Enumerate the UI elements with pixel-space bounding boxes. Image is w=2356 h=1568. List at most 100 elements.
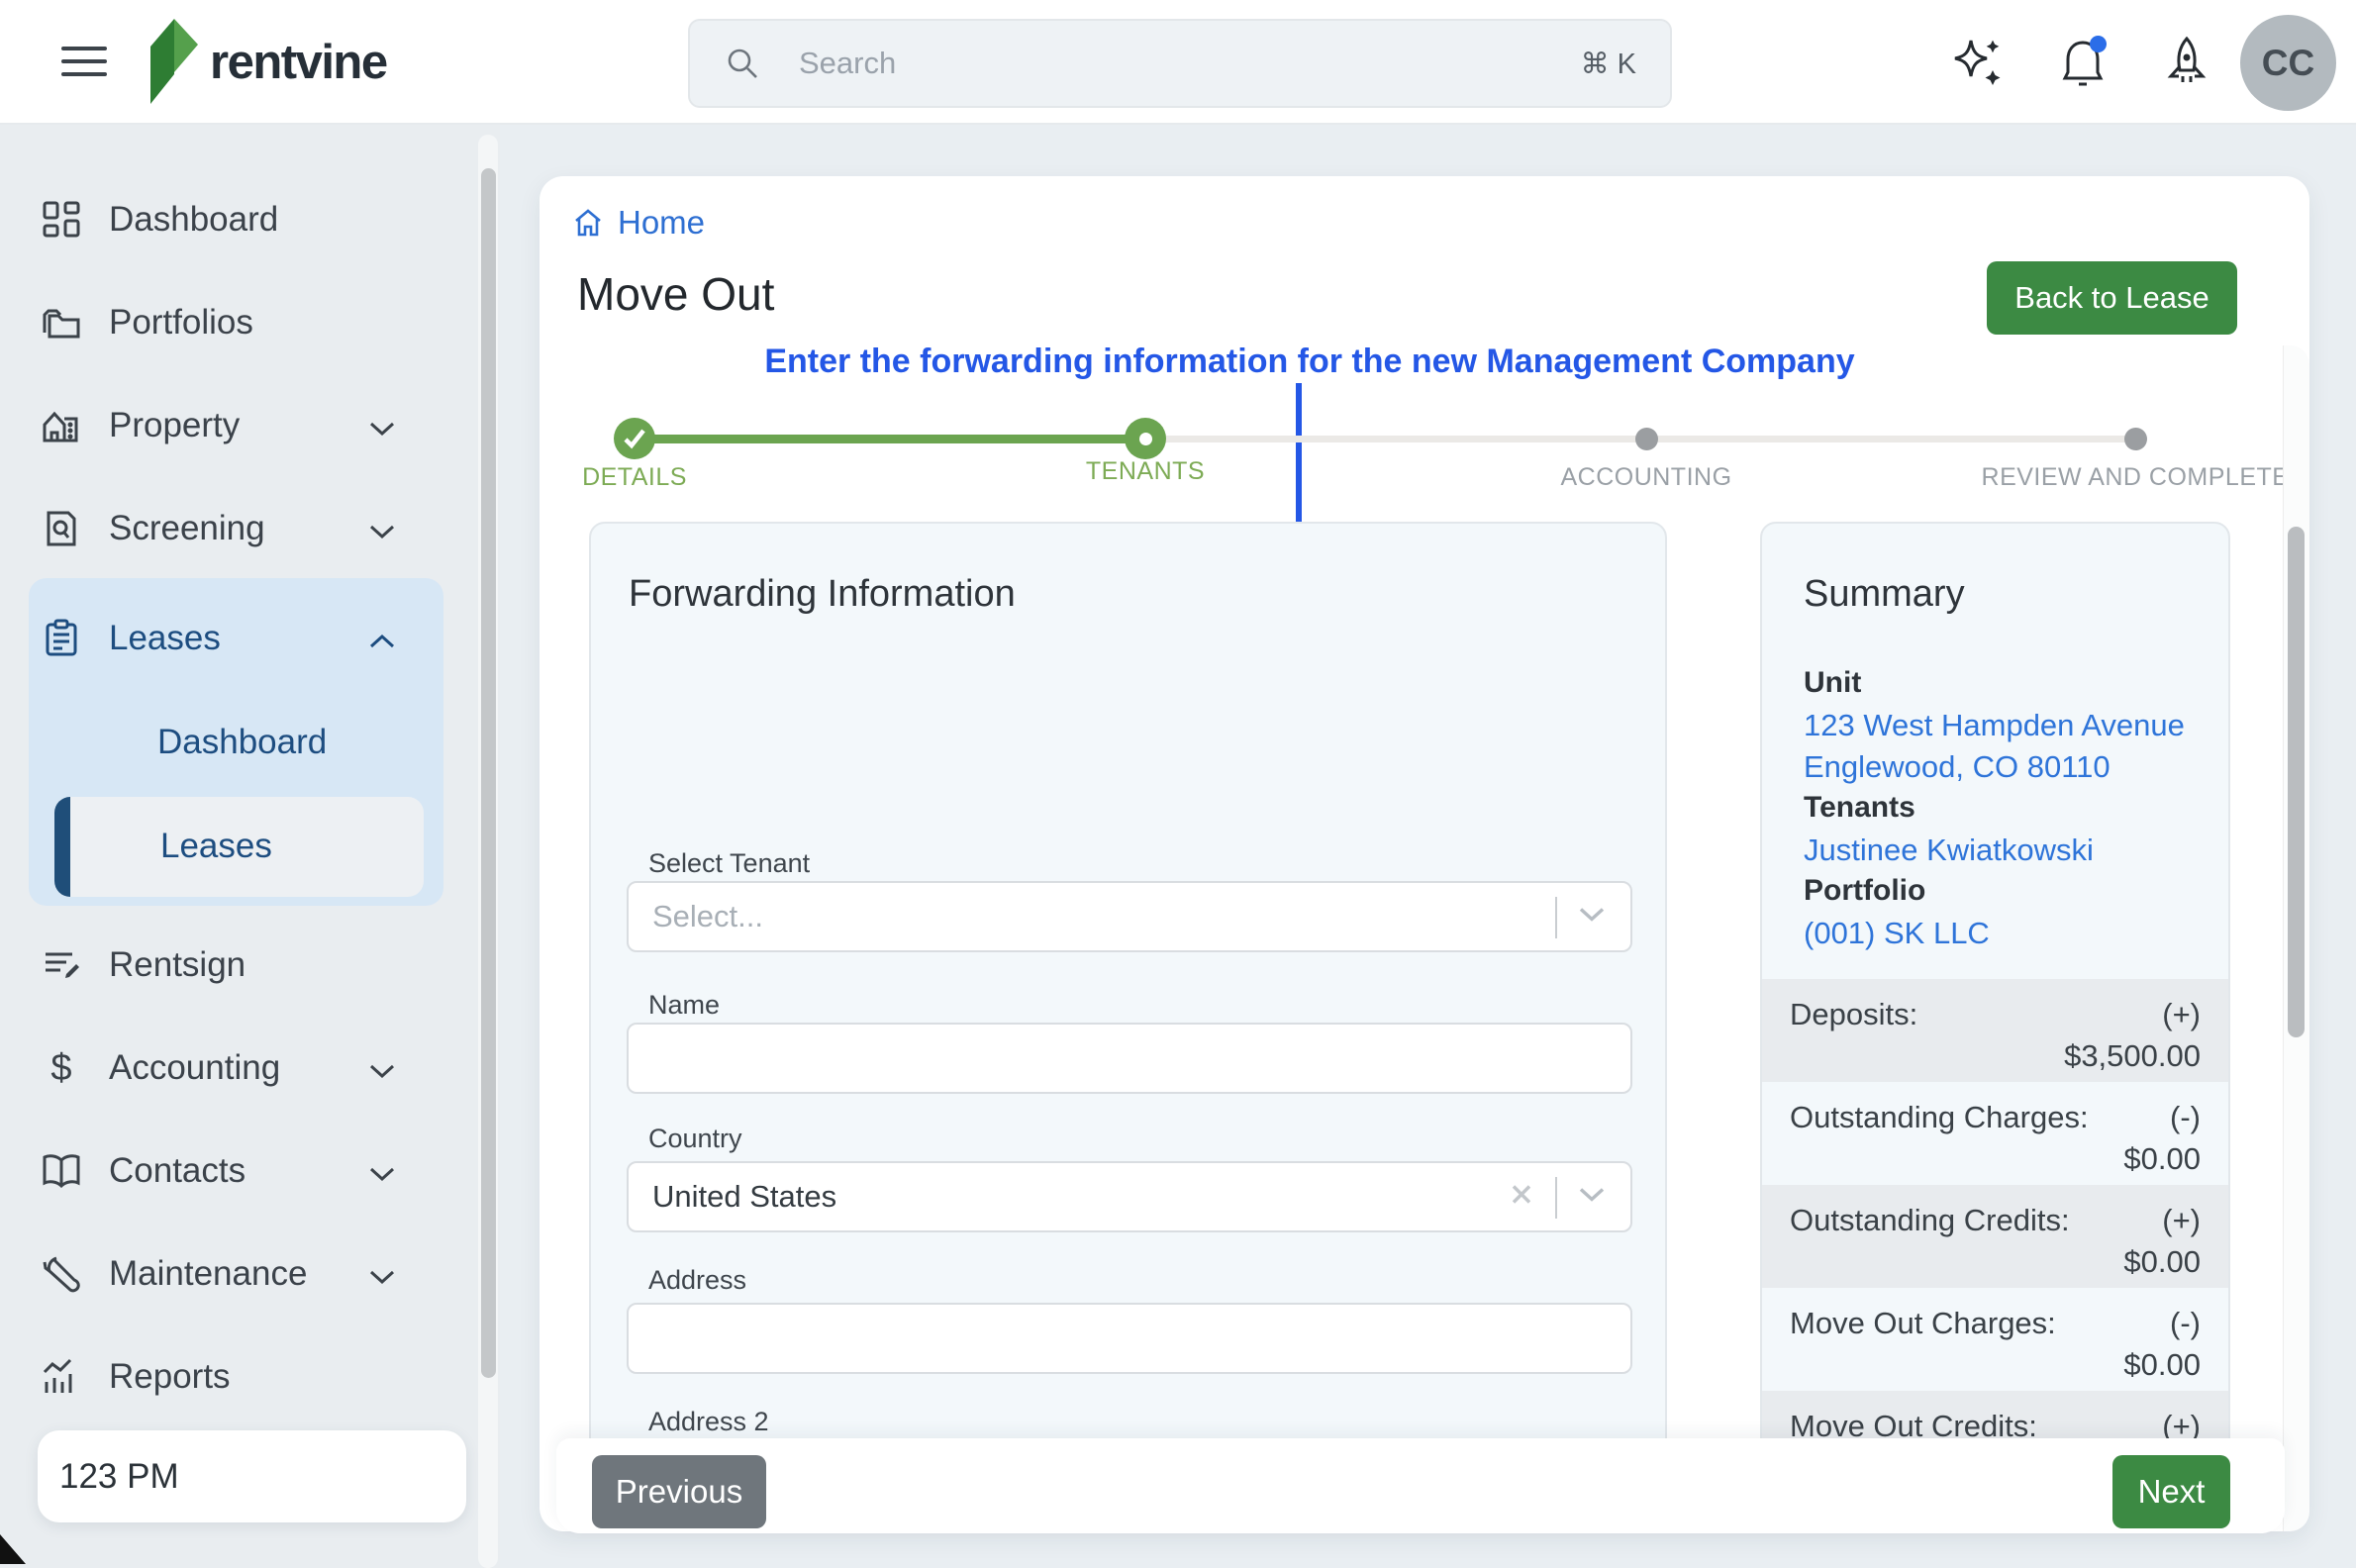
unit-address-link[interactable]: 123 West Hampden Avenue [1804,708,2185,742]
folder-icon [40,301,83,344]
breadcrumb[interactable]: Home [572,204,705,242]
address-label: Address [648,1265,747,1295]
avatar-initials: CC [2261,42,2315,83]
select-tenant-placeholder: Select... [652,899,763,933]
row-label: Deposits: [1790,997,1918,1031]
chevron-down-icon [368,1254,396,1294]
step-accounting-dot[interactable] [1635,428,1658,450]
step-tenants-circle[interactable] [1125,418,1166,459]
dropdown-divider [1555,897,1557,938]
sidebar-item-label: Maintenance [109,1254,308,1293]
row-label: Outstanding Charges: [1790,1100,2089,1134]
ai-sparkles-icon[interactable] [1949,33,2009,92]
search-icon [728,49,757,78]
sidebar-item-rentsign[interactable]: Rentsign [40,930,455,1001]
country-value: United States [652,1179,837,1214]
address-input[interactable] [627,1303,1632,1374]
sidebar-item-label: Portfolios [109,303,253,342]
wrench-icon [40,1252,83,1296]
sidebar-item-dashboard[interactable]: Dashboard [40,184,455,255]
row-sign: (-) [2170,1306,2201,1340]
sidebar-item-contacts[interactable]: Contacts [40,1135,455,1207]
unit-label: Unit [1804,666,1862,699]
sidebar-item-label: Reports [109,1357,231,1396]
row-label: Move Out Credits: [1790,1409,2037,1443]
chevron-down-icon[interactable] [1577,906,1607,929]
dashboard-icon [40,198,83,242]
sidebar-item-accounting[interactable]: $ Accounting [40,1032,455,1104]
move-out-card: Home Move Out Back to Lease Enter the fo… [540,176,2309,1531]
sidebar-item-leases[interactable]: Leases [40,603,455,674]
previous-button[interactable]: Previous [592,1455,766,1528]
sidebar-item-reports[interactable]: Reports [40,1341,455,1413]
portfolio-link[interactable]: (001) SK LLC [1804,916,1990,950]
step-label-details: DETAILS [582,463,687,491]
tenant-link[interactable]: Justinee Kwiatkowski [1804,833,2094,867]
select-tenant-dropdown[interactable]: Select... [627,881,1632,952]
summary-row-outstanding-credits: Outstanding Credits: (+) $0.00 [1762,1185,2228,1288]
annotation-text: Enter the forwarding information for the… [764,343,1855,380]
sidebar-item-maintenance[interactable]: Maintenance [40,1238,455,1310]
sidebar-item-label: Dashboard [109,200,279,239]
wizard-footer: Previous Next [556,1438,2285,1533]
next-button[interactable]: Next [2112,1455,2230,1528]
clock-widget: 123 PM [38,1430,466,1522]
unit-address-link[interactable]: Englewood, CO 80110 [1804,749,2111,784]
annotation-arrow-line [1296,383,1302,638]
step-details-circle[interactable] [614,418,655,459]
content-scrollbar-thumb[interactable] [2288,527,2305,1037]
rentsign-icon [40,943,83,987]
country-label: Country [648,1124,742,1153]
row-label: Move Out Charges: [1790,1306,2056,1340]
chevron-down-icon [368,509,396,548]
name-input[interactable] [627,1023,1632,1094]
portfolio-label: Portfolio [1804,874,1926,907]
sidebar-subitem-lease-dashboard[interactable]: Dashboard [157,707,573,778]
row-value: $3,500.00 [2064,1038,2201,1073]
sidebar-item-portfolios[interactable]: Portfolios [40,287,455,358]
tenants-label: Tenants [1804,791,1915,824]
rentvine-logo[interactable]: rentvine [137,14,388,111]
sidebar-item-screening[interactable]: Screening [40,493,455,564]
stepper-line-upcoming [1145,436,1646,442]
row-value: $0.00 [2123,1141,2201,1176]
sidebar-subitem-leases[interactable]: Leases [160,811,576,882]
rocket-icon[interactable] [2157,33,2216,92]
step-current-dot [1138,432,1152,445]
step-label-tenants: TENANTS [1085,457,1206,485]
summary-row-moveout-charges: Move Out Charges: (-) $0.00 [1762,1288,2228,1391]
chevron-down-icon [368,1048,396,1088]
row-sign: (+) [2162,997,2201,1031]
country-select[interactable]: United States [627,1161,1632,1232]
address2-label: Address 2 [648,1407,769,1436]
stepper-line-upcoming [1646,436,2136,442]
clear-x-icon[interactable] [1510,1183,1533,1212]
breadcrumb-home-link: Home [618,204,706,241]
notification-badge-dot [2090,36,2107,52]
select-tenant-label: Select Tenant [648,848,811,878]
row-sign: (+) [2162,1409,2201,1443]
property-icon [40,404,83,447]
clock-time: 123 PM [59,1456,179,1496]
chevron-up-icon [368,619,396,658]
hamburger-menu-icon[interactable] [61,44,107,81]
sidebar-item-property[interactable]: Property [40,390,455,461]
search-input[interactable]: Search ⌘ K [688,19,1672,108]
step-review-dot[interactable] [2124,428,2147,450]
row-label: Outstanding Credits: [1790,1203,2070,1237]
sidebar-scrollbar-thumb[interactable] [481,168,496,1378]
chevron-down-icon[interactable] [1577,1186,1607,1209]
mouse-cursor [0,1534,26,1564]
row-sign: (+) [2162,1203,2201,1237]
home-icon [575,209,601,237]
check-icon [624,429,645,449]
user-avatar[interactable]: CC [2240,15,2336,111]
sidebar: Dashboard Portfolios Property Screening … [0,125,500,1568]
page-title: Move Out [577,268,775,320]
sidebar-selected-bar [54,797,70,897]
top-header: rentvine Search ⌘ K CC [0,0,2356,125]
step-label-review: REVIEW AND COMPLETE [1981,463,2290,491]
leases-icon [40,617,83,660]
forwarding-information-panel: Forwarding Information Select Tenant Sel… [589,522,1667,1531]
back-to-lease-button[interactable]: Back to Lease [1987,261,2237,335]
